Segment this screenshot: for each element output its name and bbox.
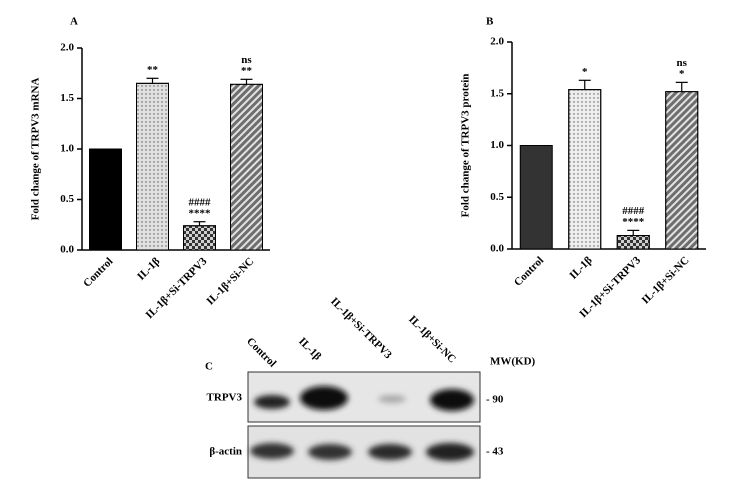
significance-label: ####: [189, 196, 212, 208]
x-tick-label: IL-1β: [567, 254, 594, 281]
y-tick-label: 0.5: [60, 193, 74, 205]
bar-texture: [230, 83, 263, 251]
significance-label: *: [582, 66, 588, 78]
lane-label: IL-1β+Si-TRPV3: [328, 295, 394, 361]
y-tick-label: 2.0: [490, 36, 504, 48]
y-tick-label: 1.5: [490, 87, 504, 99]
mw-header: MW(KD): [490, 356, 536, 368]
x-tick-label: Control: [512, 254, 546, 288]
panel-label: A: [70, 16, 78, 28]
bar-texture: [665, 91, 699, 250]
blot: [247, 371, 481, 479]
x-tick-label: IL-1β: [135, 255, 162, 282]
significance-label: ****: [189, 207, 212, 219]
significance-label: *: [679, 68, 685, 80]
y-tick-label: 0.0: [490, 243, 504, 255]
significance-label: ns: [677, 57, 688, 69]
bar-texture: [136, 82, 169, 251]
y-tick-label: 1.0: [60, 143, 74, 155]
significance-label: ns: [241, 54, 252, 66]
bar: [89, 148, 122, 251]
x-tick-label: IL-1β+Si-NC: [204, 255, 256, 307]
x-tick-label: IL-1β+Si-NC: [640, 254, 692, 306]
y-tick-label: 1.5: [60, 92, 74, 104]
row-label: TRPV3: [207, 392, 243, 404]
mw-label: - 43: [486, 446, 504, 458]
significance-label: ####: [622, 205, 645, 217]
bar-texture: [183, 225, 216, 251]
y-tick-label: 1.0: [490, 139, 504, 151]
bar-texture: [568, 89, 602, 250]
x-tick-label: Control: [81, 255, 115, 289]
y-axis-label: Fold change of TRPV3 protein: [460, 74, 472, 218]
panel-label: C: [205, 361, 213, 373]
y-tick-label: 2.0: [60, 42, 74, 54]
significance-label: ****: [622, 216, 645, 228]
y-axis-label: Fold change of TRPV3 mRNA: [30, 78, 42, 221]
lane-label: IL-1β+Si-NC: [406, 313, 458, 365]
row-label: β-actin: [209, 446, 242, 458]
y-tick-label: 0.0: [60, 244, 74, 256]
mw-label: - 90: [486, 394, 504, 406]
panel-label: B: [486, 16, 494, 28]
y-tick-label: 0.5: [490, 191, 504, 203]
significance-label: **: [147, 64, 159, 76]
bar-texture: [616, 235, 650, 250]
significance-label: **: [241, 65, 253, 77]
lane-label: IL-1β: [296, 335, 323, 362]
bar: [519, 145, 553, 250]
lane-label: Control: [244, 335, 278, 369]
